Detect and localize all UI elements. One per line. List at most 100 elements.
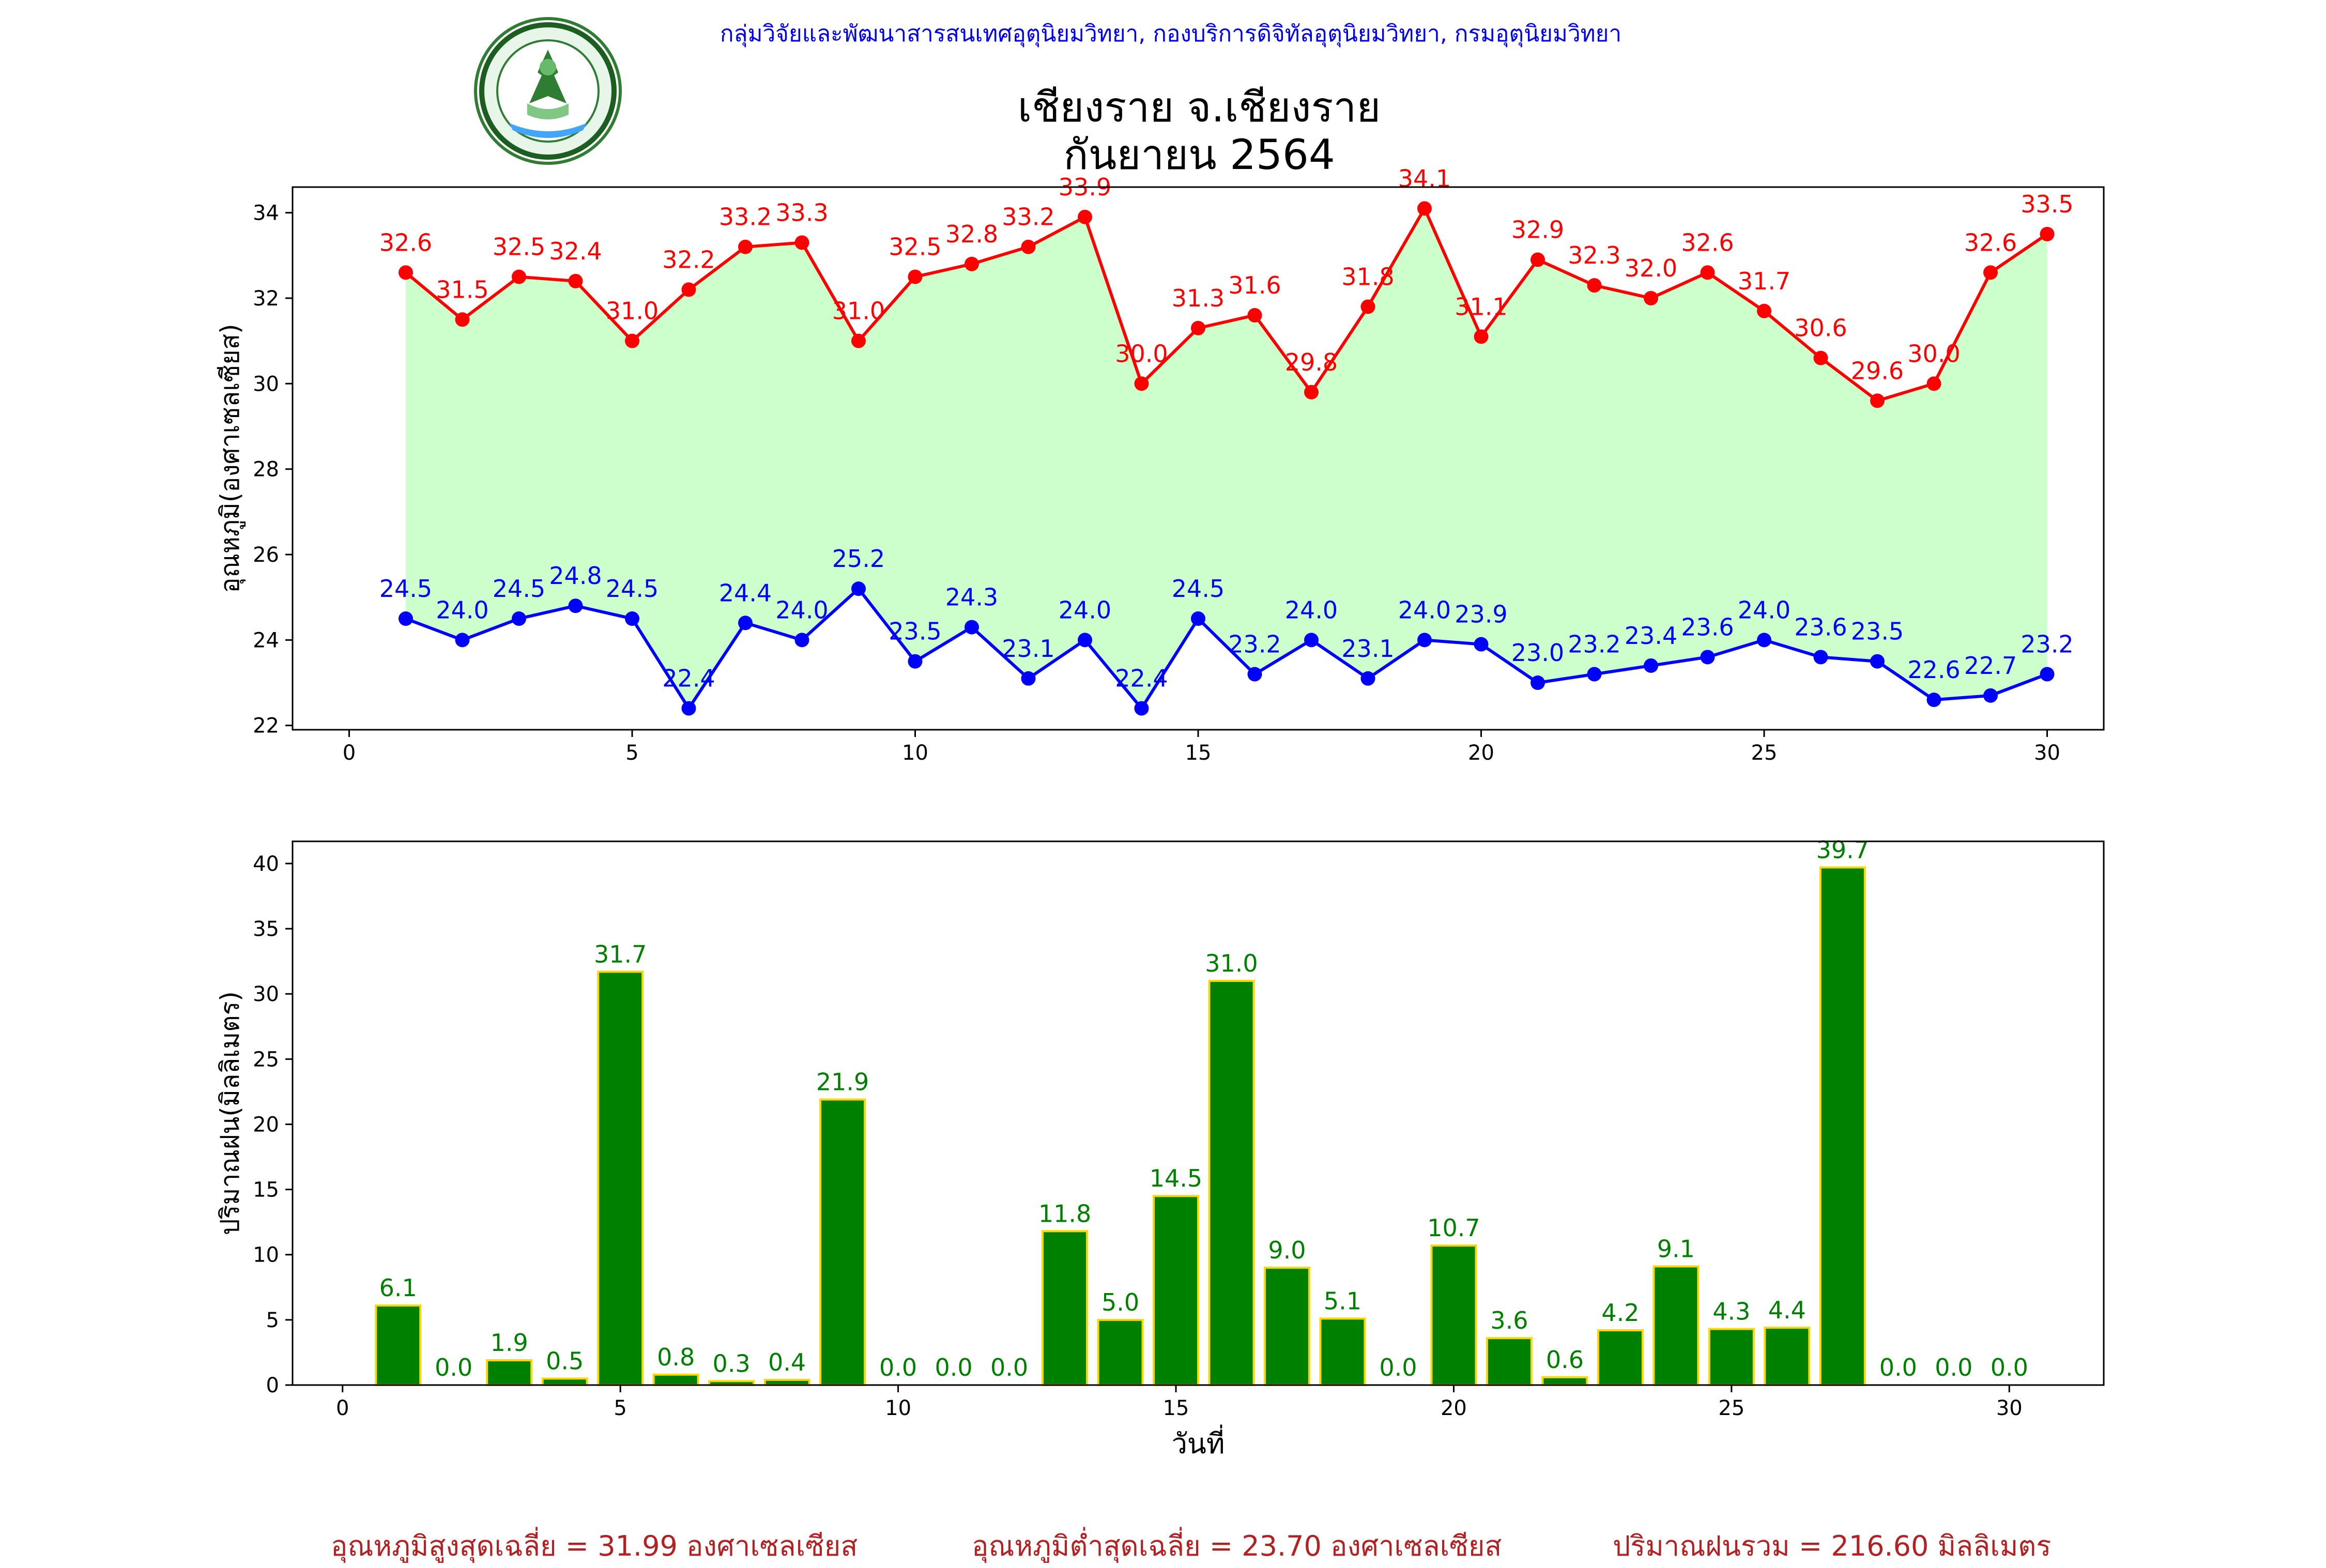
max-temp-point xyxy=(455,312,470,327)
rain-value-label: 10.7 xyxy=(1427,1214,1480,1242)
max-temp-value-label: 29.6 xyxy=(1851,357,1904,385)
rain-bar xyxy=(486,1359,533,1386)
min-temp-point xyxy=(1983,688,1998,703)
max-temp-value-label: 31.0 xyxy=(606,297,659,325)
min-temp-value-label: 22.4 xyxy=(1115,665,1168,693)
min-temp-point xyxy=(1757,633,1771,648)
rain-value-label: 9.0 xyxy=(1268,1236,1306,1264)
max-temp-value-label: 30.0 xyxy=(1907,340,1960,367)
summary-total-rain: ปริมาณฝนรวม = 216.60 มิลลิเมตร xyxy=(1613,1530,2052,1562)
rainfall-plot: 6.1 0.0 1.9 0.5 31.7 0.8 0.3 0.4 21.9 0.0 0.0 0.0 11… xyxy=(215,836,2105,1460)
max-temp-value-label: 29.8 xyxy=(1285,348,1338,376)
max-temp-value-label: 32.6 xyxy=(379,228,432,256)
temperature-y-axis-label: อุณหภูมิ(องศาเซลเซียส) xyxy=(215,324,246,593)
temperature-y-tick-label: 32 xyxy=(253,287,279,311)
min-temp-value-label: 23.1 xyxy=(1002,635,1054,663)
rain-bar xyxy=(763,1378,810,1387)
min-temp-line xyxy=(405,586,2048,712)
rain-value-label: 39.7 xyxy=(1816,836,1869,864)
max-temp-value-label: 32.6 xyxy=(1964,228,2017,256)
min-temp-value-label: 24.0 xyxy=(1285,596,1338,624)
max-temp-value-label: 32.2 xyxy=(662,245,715,273)
min-temp-point xyxy=(1474,637,1489,652)
max-temp-value-label: 32.3 xyxy=(1568,241,1620,269)
temperature-x-tick-label: 30 xyxy=(2034,741,2060,765)
rain-value-label: 5.0 xyxy=(1101,1288,1139,1316)
max-temp-value-label: 31.3 xyxy=(1172,284,1225,312)
max-temp-point xyxy=(908,269,923,284)
max-temp-point xyxy=(1134,376,1149,391)
min-temp-point xyxy=(512,611,526,626)
rain-value-label: 6.1 xyxy=(379,1274,417,1302)
max-temp-value-label: 30.6 xyxy=(1794,314,1847,342)
min-temp-value-label: 23.6 xyxy=(1681,613,1734,641)
min-temp-point xyxy=(1078,633,1092,648)
min-temp-point xyxy=(1134,701,1149,716)
rain-bar xyxy=(1708,1328,1755,1386)
summary-avg-max: อุณหภูมิสูงสุดเฉลี่ย = 31.99 องศาเซลเซีย… xyxy=(331,1530,858,1562)
temperature-x-tick-label: 25 xyxy=(1751,741,1778,765)
rain-value-label: 3.6 xyxy=(1490,1306,1528,1334)
max-temp-value-label: 32.8 xyxy=(945,220,998,248)
rainfall-plot-frame xyxy=(292,840,2105,1386)
min-temp-value-label: 23.2 xyxy=(1568,631,1620,658)
chart-title-station: เชียงราย จ.เชียงราย xyxy=(1017,83,1381,131)
rain-value-label: 4.2 xyxy=(1601,1299,1639,1327)
summary-avg-min: อุณหภูมิต่ำสุดเฉลี่ย = 23.70 องศาเซลเซีย… xyxy=(972,1530,1502,1562)
max-temp-value-label: 32.6 xyxy=(1681,228,1734,256)
min-temp-point xyxy=(738,616,753,631)
max-temp-point xyxy=(1078,209,1092,224)
min-temp-point xyxy=(1304,633,1319,648)
min-temp-point xyxy=(1926,693,1941,708)
rainfall-x-tick-label: 25 xyxy=(1718,1396,1744,1420)
rainfall-y-tick-label: 10 xyxy=(253,1243,279,1267)
min-temp-point xyxy=(1870,654,1885,669)
rainfall-x-tick-label: 15 xyxy=(1163,1396,1189,1420)
min-temp-point xyxy=(1191,611,1205,626)
rainfall-x-tick-label: 20 xyxy=(1441,1396,1467,1420)
max-temp-point xyxy=(1870,393,1885,408)
min-temp-value-label: 24.3 xyxy=(945,583,998,611)
min-temp-point xyxy=(399,611,413,626)
max-temp-value-label: 33.5 xyxy=(2021,190,2073,218)
max-temp-point xyxy=(1926,376,1941,391)
max-temp-value-label: 32.5 xyxy=(889,233,941,261)
min-temp-value-label: 23.9 xyxy=(1455,601,1507,628)
agency-header: กลุ่มวิจัยและพัฒนาสารสนเทศอุตุนิยมวิทยา,… xyxy=(720,21,1622,47)
rainfall-x-tick-label: 5 xyxy=(614,1396,626,1420)
max-temp-point xyxy=(1757,303,1771,318)
min-temp-point xyxy=(1813,650,1828,665)
rainfall-x-tick-label: 0 xyxy=(336,1396,349,1420)
rain-value-label: 0.5 xyxy=(546,1347,584,1375)
rain-value-label: 14.5 xyxy=(1150,1164,1202,1192)
min-temp-value-label: 23.2 xyxy=(1228,631,1281,658)
max-temp-point xyxy=(1474,329,1489,344)
min-temp-point xyxy=(1700,650,1715,665)
rainfall-y-tick-label: 25 xyxy=(253,1048,279,1071)
chart-title-month: กันยายน 2564 xyxy=(1063,131,1335,179)
rain-value-label: 0.8 xyxy=(657,1343,695,1371)
min-temp-point xyxy=(455,633,470,648)
rain-value-label: 0.0 xyxy=(935,1354,972,1381)
rain-bar xyxy=(1097,1318,1144,1386)
rain-bar xyxy=(1541,1376,1588,1386)
max-temp-point xyxy=(1021,239,1036,254)
max-temp-point xyxy=(1360,299,1375,314)
rain-value-label: 4.3 xyxy=(1712,1298,1750,1326)
rain-bar xyxy=(1153,1195,1199,1386)
rain-value-label: 0.0 xyxy=(1935,1354,1972,1381)
min-temp-value-label: 23.5 xyxy=(889,618,941,645)
min-temp-value-label: 24.5 xyxy=(1172,575,1225,603)
min-temp-value-label: 22.6 xyxy=(1907,656,1960,684)
rain-bar xyxy=(1486,1337,1533,1387)
max-temp-line xyxy=(405,205,2048,403)
min-temp-point xyxy=(965,620,979,635)
min-temp-value-label: 24.5 xyxy=(379,575,432,603)
rain-value-label: 1.9 xyxy=(491,1329,528,1357)
max-temp-point xyxy=(794,235,809,250)
temperature-plot: 32.631.532.5 32.431.032.233.2 33.331.032.5… xyxy=(215,164,2105,765)
max-temp-point xyxy=(1247,308,1262,323)
rain-bar xyxy=(1319,1317,1366,1386)
max-temp-point xyxy=(2040,226,2055,241)
